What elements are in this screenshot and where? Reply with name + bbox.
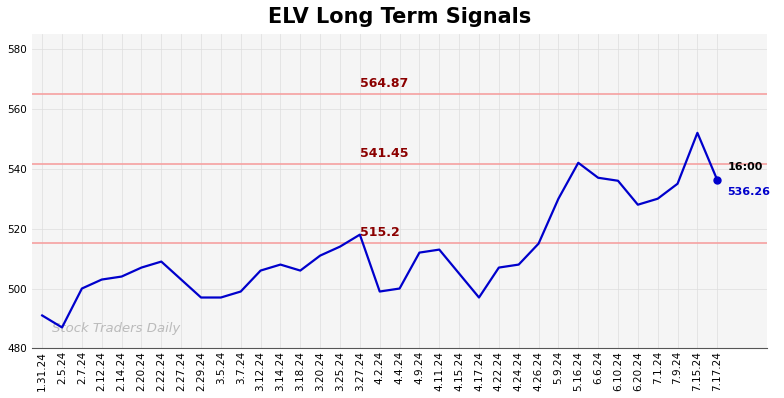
Text: 541.45: 541.45 bbox=[360, 147, 408, 160]
Text: 536.26: 536.26 bbox=[728, 187, 770, 197]
Point bbox=[711, 177, 724, 183]
Text: 564.87: 564.87 bbox=[360, 77, 408, 90]
Text: 16:00: 16:00 bbox=[728, 162, 763, 172]
Text: 515.2: 515.2 bbox=[360, 226, 400, 238]
Text: Stock Traders Daily: Stock Traders Daily bbox=[52, 322, 180, 335]
Title: ELV Long Term Signals: ELV Long Term Signals bbox=[268, 7, 532, 27]
